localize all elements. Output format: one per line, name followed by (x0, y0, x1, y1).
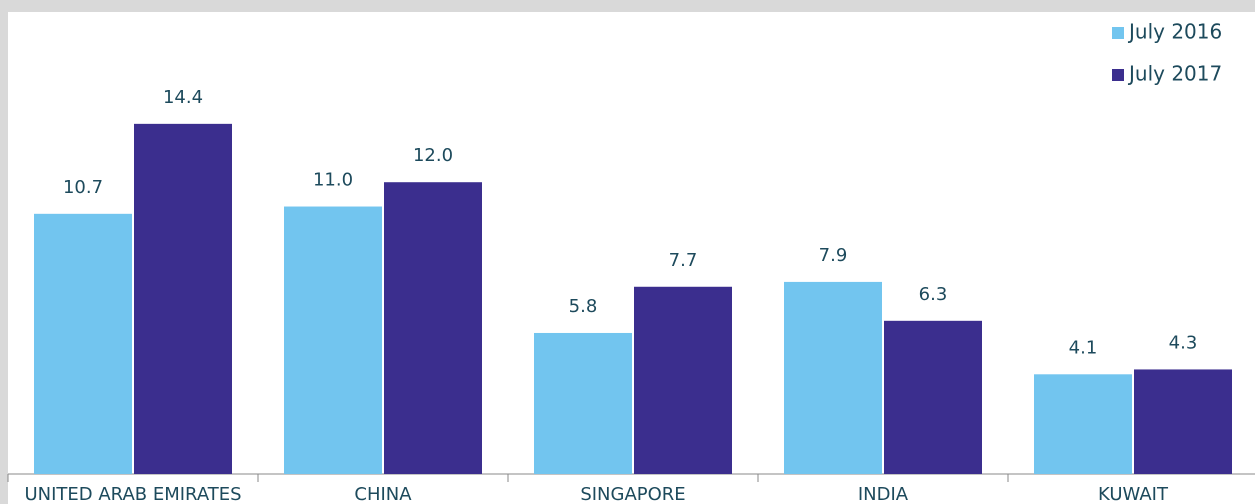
legend-swatch (1112, 27, 1124, 39)
legend-label: July 2017 (1127, 62, 1222, 86)
data-label: 6.3 (919, 284, 948, 305)
data-label: 11.0 (313, 170, 353, 191)
x-tick-label: KUWAIT (1098, 484, 1169, 504)
bar (534, 332, 632, 474)
bar (34, 213, 132, 475)
bar (134, 123, 232, 474)
data-label: 7.7 (669, 250, 698, 271)
x-tick-label: INDIA (858, 484, 909, 504)
legend-label: July 2016 (1127, 20, 1222, 44)
bar (634, 286, 732, 474)
x-tick-label: UNITED ARAB EMIRATES (24, 484, 241, 504)
bar (884, 320, 982, 474)
data-label: 5.8 (569, 296, 598, 317)
bar (784, 281, 882, 474)
data-label: 14.4 (163, 87, 203, 108)
data-label: 10.7 (63, 177, 103, 198)
x-tick-label: SINGAPORE (580, 484, 685, 504)
data-label: 7.9 (819, 245, 848, 266)
x-tick-label: CHINA (354, 484, 412, 504)
bar (284, 206, 382, 475)
data-label: 4.1 (1069, 337, 1098, 358)
data-label: 4.3 (1169, 332, 1198, 353)
data-label: 12.0 (413, 145, 453, 166)
bar (384, 182, 482, 475)
bar (1034, 374, 1132, 474)
legend-swatch (1112, 69, 1124, 81)
bar (1134, 369, 1232, 474)
